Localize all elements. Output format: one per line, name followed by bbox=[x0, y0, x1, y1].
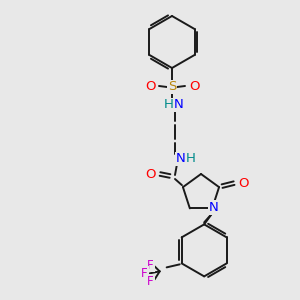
Text: H: H bbox=[164, 98, 174, 112]
Text: S: S bbox=[168, 80, 176, 94]
Text: O: O bbox=[238, 177, 248, 190]
Text: N: N bbox=[174, 98, 184, 112]
Text: F: F bbox=[141, 267, 148, 280]
Text: O: O bbox=[189, 80, 199, 92]
Text: H: H bbox=[186, 152, 196, 166]
Text: F: F bbox=[147, 259, 154, 272]
Text: N: N bbox=[208, 201, 218, 214]
Text: O: O bbox=[146, 167, 156, 181]
Text: F: F bbox=[147, 275, 154, 288]
Text: O: O bbox=[145, 80, 155, 92]
Text: N: N bbox=[176, 152, 186, 166]
